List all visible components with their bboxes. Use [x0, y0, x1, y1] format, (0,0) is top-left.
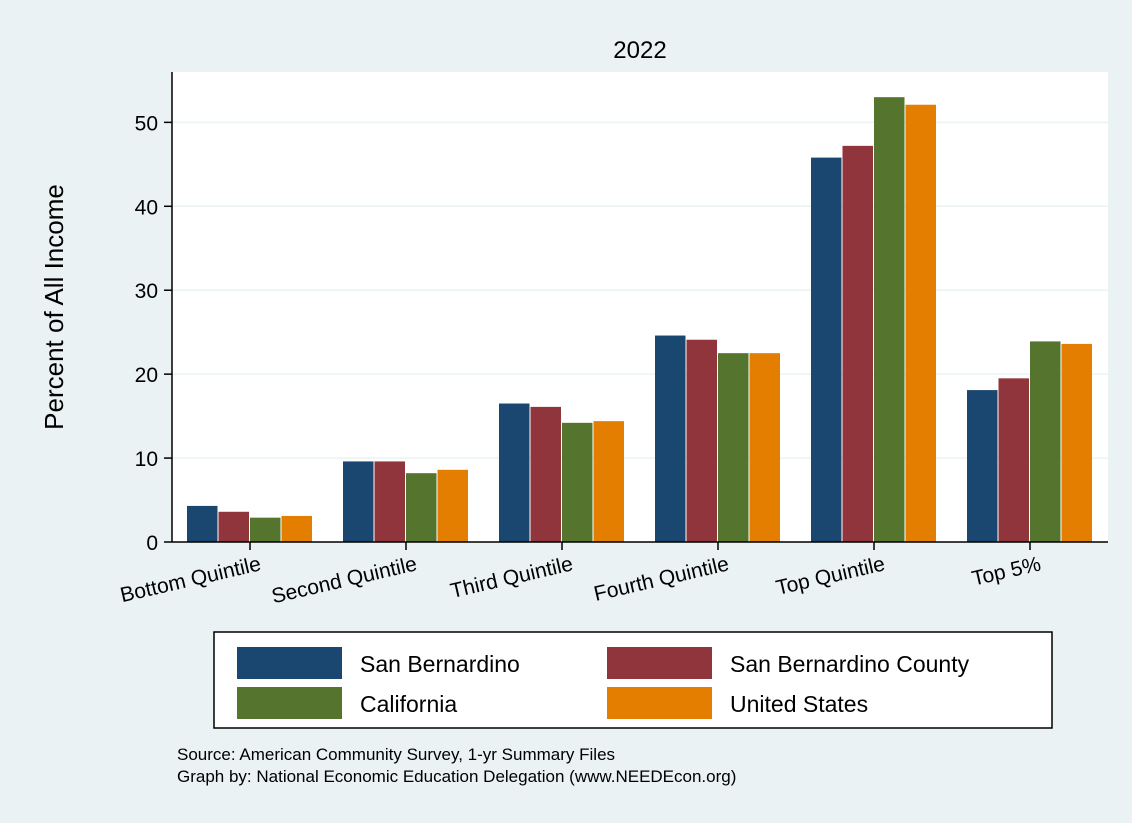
bar-2-2	[562, 422, 593, 542]
bar-1-0	[343, 461, 374, 542]
x-tick-label: Second Quintile	[269, 552, 419, 608]
plot-area	[172, 72, 1108, 542]
legend-swatch	[607, 647, 712, 679]
bar-5-2	[1030, 341, 1061, 542]
source-note: Source: American Community Survey, 1-yr …	[177, 745, 615, 764]
bar-5-1	[998, 378, 1029, 542]
x-ticks: Bottom Quintile Second Quintile Third Quin…	[118, 542, 1043, 608]
bar-2-3	[593, 421, 624, 542]
grid-lines	[172, 121, 1108, 459]
bar-2-1	[530, 406, 561, 542]
bars	[187, 97, 1092, 542]
legend-label: California	[360, 691, 457, 717]
bar-5-0	[967, 390, 998, 542]
legend-label: San Bernardino County	[730, 651, 970, 677]
bar-4-2	[874, 97, 905, 542]
bar-4-3	[905, 104, 936, 542]
legend-swatch	[237, 647, 342, 679]
y-tick-label: 10	[135, 448, 158, 471]
legend-label: San Bernardino	[360, 651, 520, 677]
y-ticks: 0 10 20 30 40 50	[135, 112, 172, 555]
bar-2-0	[499, 403, 530, 542]
bar-0-0	[187, 505, 218, 542]
y-tick-label: 50	[135, 112, 158, 135]
bar-3-1	[686, 339, 717, 542]
x-tick-label: Third Quintile	[448, 552, 575, 603]
y-tick-label: 40	[135, 196, 158, 219]
x-tick-label: Top 5%	[970, 552, 1043, 590]
bar-1-3	[437, 469, 468, 542]
x-tick-label: Fourth Quintile	[592, 552, 731, 605]
bar-0-2	[250, 517, 281, 542]
x-tick-label: Top Quintile	[774, 552, 887, 599]
bar-5-3	[1061, 343, 1092, 542]
y-tick-label: 20	[135, 364, 158, 387]
bar-4-0	[811, 157, 842, 542]
y-tick-label: 0	[146, 532, 158, 555]
bar-0-3	[281, 515, 312, 542]
chart-title: 2022	[613, 37, 666, 64]
credit-note: Graph by: National Economic Education De…	[177, 767, 736, 786]
bar-1-1	[374, 461, 405, 542]
bar-3-2	[718, 353, 749, 542]
legend-swatch	[607, 687, 712, 719]
bar-1-2	[406, 473, 437, 542]
legend: San Bernardino San Bernardino County Calif…	[213, 631, 1053, 729]
legend-swatch	[237, 687, 342, 719]
y-axis-label: Percent of All Income	[39, 184, 69, 430]
legend-label: United States	[730, 691, 868, 717]
x-tick-label: Bottom Quintile	[118, 552, 263, 607]
legend-items: San Bernardino San Bernardino County Calif…	[237, 647, 970, 719]
bar-3-3	[749, 353, 780, 542]
bar-3-0	[655, 335, 686, 542]
bar-0-1	[218, 511, 249, 542]
y-tick-label: 30	[135, 280, 158, 303]
bar-4-1	[842, 145, 873, 542]
